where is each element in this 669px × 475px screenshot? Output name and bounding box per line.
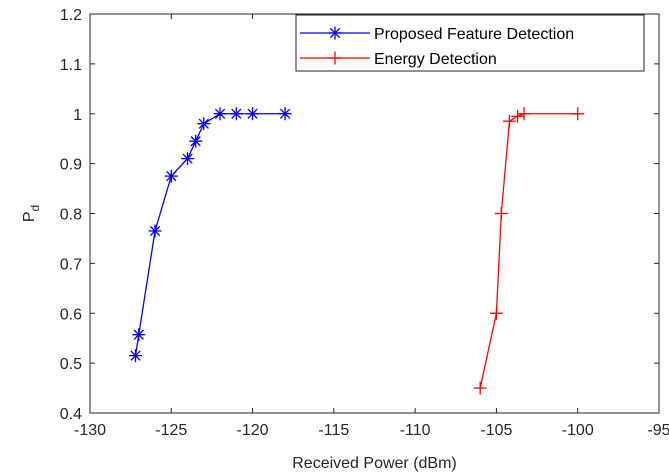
- x-tick-label: -100: [562, 422, 594, 439]
- y-tick-label: 0.9: [60, 157, 82, 174]
- y-tick-label: 0.4: [60, 406, 82, 423]
- data-point-0: [246, 107, 260, 121]
- y-tick-labels: 0.4 0.5 0.6 0.7 0.8 0.9 1 1.1 1.2: [60, 7, 82, 423]
- legend-box: [295, 14, 645, 72]
- x-tick-label: -115: [318, 422, 349, 439]
- y-tick-label: 1.1: [60, 57, 82, 74]
- y-tick-label: 0.5: [60, 356, 82, 373]
- data-point-0: [229, 107, 243, 121]
- data-point-0: [132, 328, 146, 342]
- data-point-0: [164, 169, 178, 183]
- legend-label-0: Proposed Feature Detection: [374, 26, 574, 43]
- x-tick-label: -125: [155, 422, 187, 439]
- data-point-0: [197, 117, 211, 131]
- x-axis-label: Received Power (dBm): [292, 455, 457, 472]
- y-tick-label: 0.7: [60, 256, 82, 273]
- y-tick-label: 1: [73, 107, 82, 124]
- x-tick-label: -120: [237, 422, 269, 439]
- data-point-1: [517, 107, 531, 121]
- data-point-1: [502, 114, 516, 128]
- data-point-1: [489, 306, 503, 320]
- plot-area: [90, 14, 659, 413]
- data-point-1: [511, 109, 525, 123]
- y-axis-label: Pd: [21, 205, 42, 222]
- y-tick-label: 0.6: [60, 306, 82, 323]
- data-point-0: [189, 134, 203, 148]
- data-point-0: [278, 107, 292, 121]
- data-point-0: [148, 224, 162, 238]
- data-point-0: [129, 349, 143, 363]
- legend-marker-0: [328, 26, 342, 40]
- x-tick-label: -105: [480, 422, 512, 439]
- data-point-0: [181, 152, 195, 166]
- data-point-0: [213, 107, 227, 121]
- data-point-1: [571, 107, 585, 121]
- x-tick-labels: -130 -125 -120 -115 -110 -105 -100 -95: [74, 422, 669, 439]
- x-tick-label: -110: [400, 422, 431, 439]
- legend-marker-1: [328, 51, 342, 65]
- legend-label-1: Energy Detection: [374, 51, 497, 68]
- x-tick-label: -95: [647, 422, 669, 439]
- y-tick-label: 0.8: [60, 207, 82, 224]
- legend: Proposed Feature Detection Energy Detecti…: [295, 14, 645, 72]
- x-tick-label: -130: [74, 422, 106, 439]
- y-axis-label-main: P: [21, 212, 38, 223]
- y-tick-label: 1.2: [60, 7, 82, 24]
- data-point-1: [494, 207, 508, 220]
- series-layer: [129, 107, 585, 395]
- y-axis-label-subscript: d: [28, 205, 42, 212]
- data-point-1: [473, 381, 487, 395]
- legend-items: Proposed Feature Detection Energy Detecti…: [300, 26, 574, 68]
